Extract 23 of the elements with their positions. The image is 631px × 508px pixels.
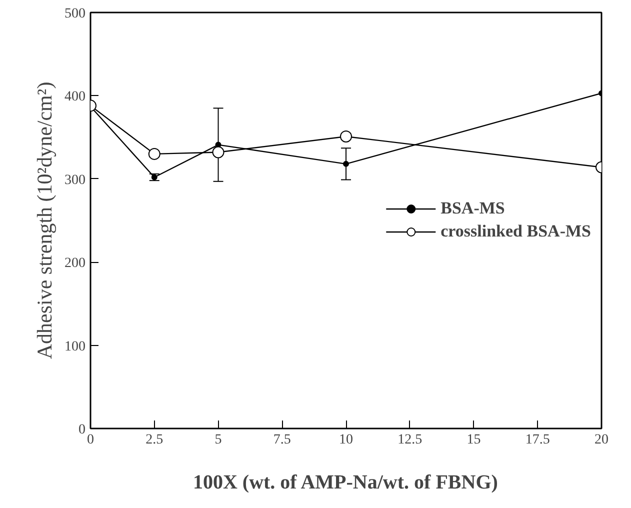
y-tick-label: 400 xyxy=(64,90,86,105)
y-tick-label: 300 xyxy=(64,172,86,188)
point xyxy=(151,174,158,180)
y-axis-title: Adhesive strength (10²dyne/cm²) xyxy=(32,82,56,360)
legend-label: crosslinked BSA-MS xyxy=(440,222,591,242)
point xyxy=(212,146,224,158)
x-tick-label: 12.5 xyxy=(398,432,422,448)
x-tick-label: 20 xyxy=(594,432,608,448)
x-tick-label: 10 xyxy=(339,432,353,448)
y-tick-label: 0 xyxy=(78,422,86,438)
x-tick-label: 5 xyxy=(214,432,222,448)
x-tick-label: 17.5 xyxy=(525,432,550,448)
point xyxy=(148,148,160,160)
y-tick-label: 500 xyxy=(64,6,86,22)
point xyxy=(340,130,352,142)
x-tick-label: 7.5 xyxy=(273,432,291,448)
y-tick-label: 200 xyxy=(64,256,86,272)
x-tick-label: 15 xyxy=(466,432,481,448)
point xyxy=(343,160,349,167)
x-axis-title: 100X (wt. of AMP-Na/wt. of FBNG) xyxy=(192,472,498,494)
y-tick-label: 100 xyxy=(64,339,86,354)
x-tick-label: 2.5 xyxy=(146,432,164,448)
legend-label: BSA-MS xyxy=(440,198,505,218)
